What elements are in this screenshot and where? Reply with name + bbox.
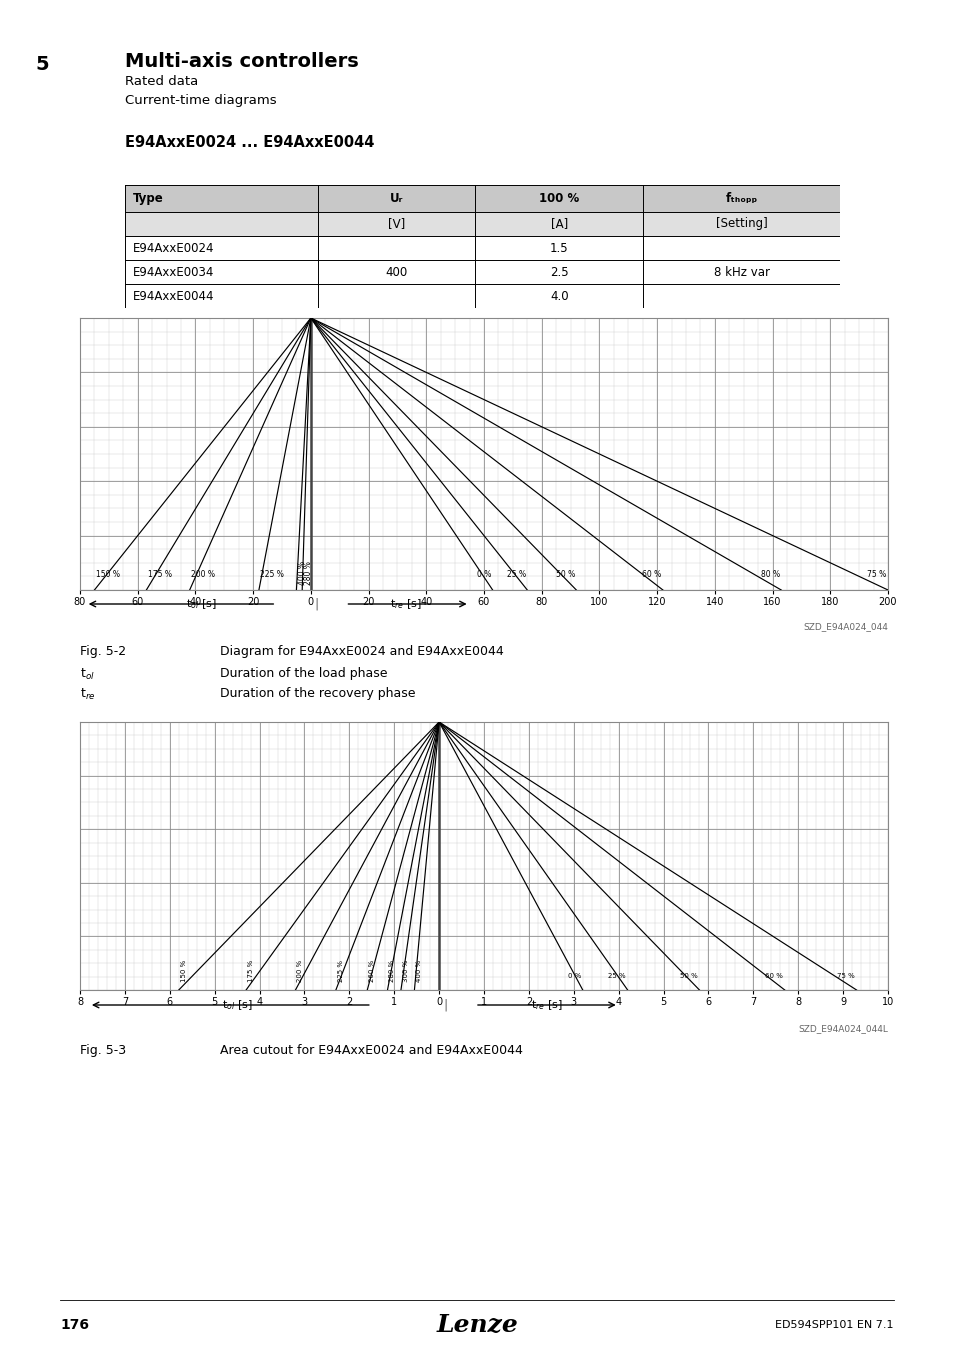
Text: ED594SPP101 EN 7.1: ED594SPP101 EN 7.1: [775, 1320, 893, 1330]
Text: SZD_E94A024_044: SZD_E94A024_044: [802, 622, 887, 632]
Text: 225 %: 225 %: [260, 570, 284, 579]
Text: t$_{re}$ [s]: t$_{re}$ [s]: [390, 597, 421, 612]
Text: Uᵣ: Uᵣ: [390, 192, 403, 205]
Text: 60 %: 60 %: [764, 973, 782, 979]
Text: 8 kHz var: 8 kHz var: [713, 266, 769, 278]
Text: t$_{ol}$ [s]: t$_{ol}$ [s]: [186, 597, 216, 612]
Text: SZD_E94A024_044L: SZD_E94A024_044L: [798, 1025, 887, 1034]
Text: Lenze: Lenze: [436, 1314, 517, 1336]
Text: 80 %: 80 %: [760, 570, 779, 579]
Text: 50 %: 50 %: [555, 570, 575, 579]
Text: 0 %: 0 %: [476, 570, 491, 579]
Text: E94AxxE0024: E94AxxE0024: [132, 242, 214, 255]
Text: Fig. 5-3: Fig. 5-3: [80, 1044, 126, 1057]
Text: |: |: [314, 598, 318, 610]
Text: E94AxxE0044: E94AxxE0044: [132, 289, 214, 302]
Text: t$_{ol}$ [s]: t$_{ol}$ [s]: [221, 998, 253, 1012]
Text: 300 %: 300 %: [402, 960, 408, 981]
Text: E94AxxE0024 ... E94AxxE0044: E94AxxE0024 ... E94AxxE0044: [125, 135, 374, 150]
Text: 2.5: 2.5: [550, 266, 568, 278]
Text: Duration of the load phase: Duration of the load phase: [220, 667, 387, 680]
Text: 150 %: 150 %: [95, 570, 120, 579]
Text: 75 %: 75 %: [836, 973, 854, 979]
Text: 200 %: 200 %: [191, 570, 214, 579]
Text: t$_{ol}$: t$_{ol}$: [80, 667, 94, 682]
Text: E94AxxE0034: E94AxxE0034: [132, 266, 214, 278]
Text: 175 %: 175 %: [148, 570, 172, 579]
Text: Fig. 5-2: Fig. 5-2: [80, 645, 126, 657]
Text: 400 %: 400 %: [297, 560, 307, 585]
Text: fₜₕₒₚₚ: fₜₕₒₚₚ: [725, 192, 757, 205]
Text: 75 %: 75 %: [866, 570, 885, 579]
Text: [A]: [A]: [550, 217, 567, 231]
Text: 150 %: 150 %: [180, 960, 187, 981]
Text: Rated data: Rated data: [125, 76, 198, 88]
Text: 200 %: 200 %: [297, 960, 303, 981]
Text: 25 %: 25 %: [506, 570, 525, 579]
Text: Multi-axis controllers: Multi-axis controllers: [125, 53, 358, 72]
Text: 25 %: 25 %: [608, 973, 625, 979]
Text: t$_{re}$: t$_{re}$: [80, 687, 95, 702]
Text: 1.5: 1.5: [550, 242, 568, 255]
Text: |: |: [443, 999, 448, 1011]
Text: 4.0: 4.0: [550, 289, 568, 302]
Text: 5: 5: [35, 55, 49, 74]
Text: Type: Type: [132, 192, 164, 205]
Text: Current-time diagrams: Current-time diagrams: [125, 95, 276, 107]
Text: 60 %: 60 %: [641, 570, 660, 579]
Text: 280 %: 280 %: [303, 560, 313, 585]
Text: Diagram for E94AxxE0024 and E94AxxE0044: Diagram for E94AxxE0024 and E94AxxE0044: [220, 645, 503, 657]
Bar: [125, 185, 840, 212]
Text: 280 %: 280 %: [389, 960, 395, 981]
Text: 225 %: 225 %: [337, 960, 343, 981]
Text: 100 %: 100 %: [538, 192, 578, 205]
Bar: [125, 212, 840, 236]
Text: [V]: [V]: [388, 217, 405, 231]
Text: 400: 400: [385, 266, 407, 278]
Text: 0 %: 0 %: [567, 973, 580, 979]
Text: t$_{re}$ [s]: t$_{re}$ [s]: [531, 998, 562, 1012]
Text: 176: 176: [60, 1318, 89, 1332]
Text: 175 %: 175 %: [248, 960, 253, 981]
Text: 260 %: 260 %: [369, 960, 375, 981]
Text: 400 %: 400 %: [416, 960, 422, 981]
Text: [Setting]: [Setting]: [715, 217, 767, 231]
Text: 50 %: 50 %: [679, 973, 697, 979]
Text: Area cutout for E94AxxE0024 and E94AxxE0044: Area cutout for E94AxxE0024 and E94AxxE0…: [220, 1044, 522, 1057]
Text: Duration of the recovery phase: Duration of the recovery phase: [220, 687, 416, 701]
